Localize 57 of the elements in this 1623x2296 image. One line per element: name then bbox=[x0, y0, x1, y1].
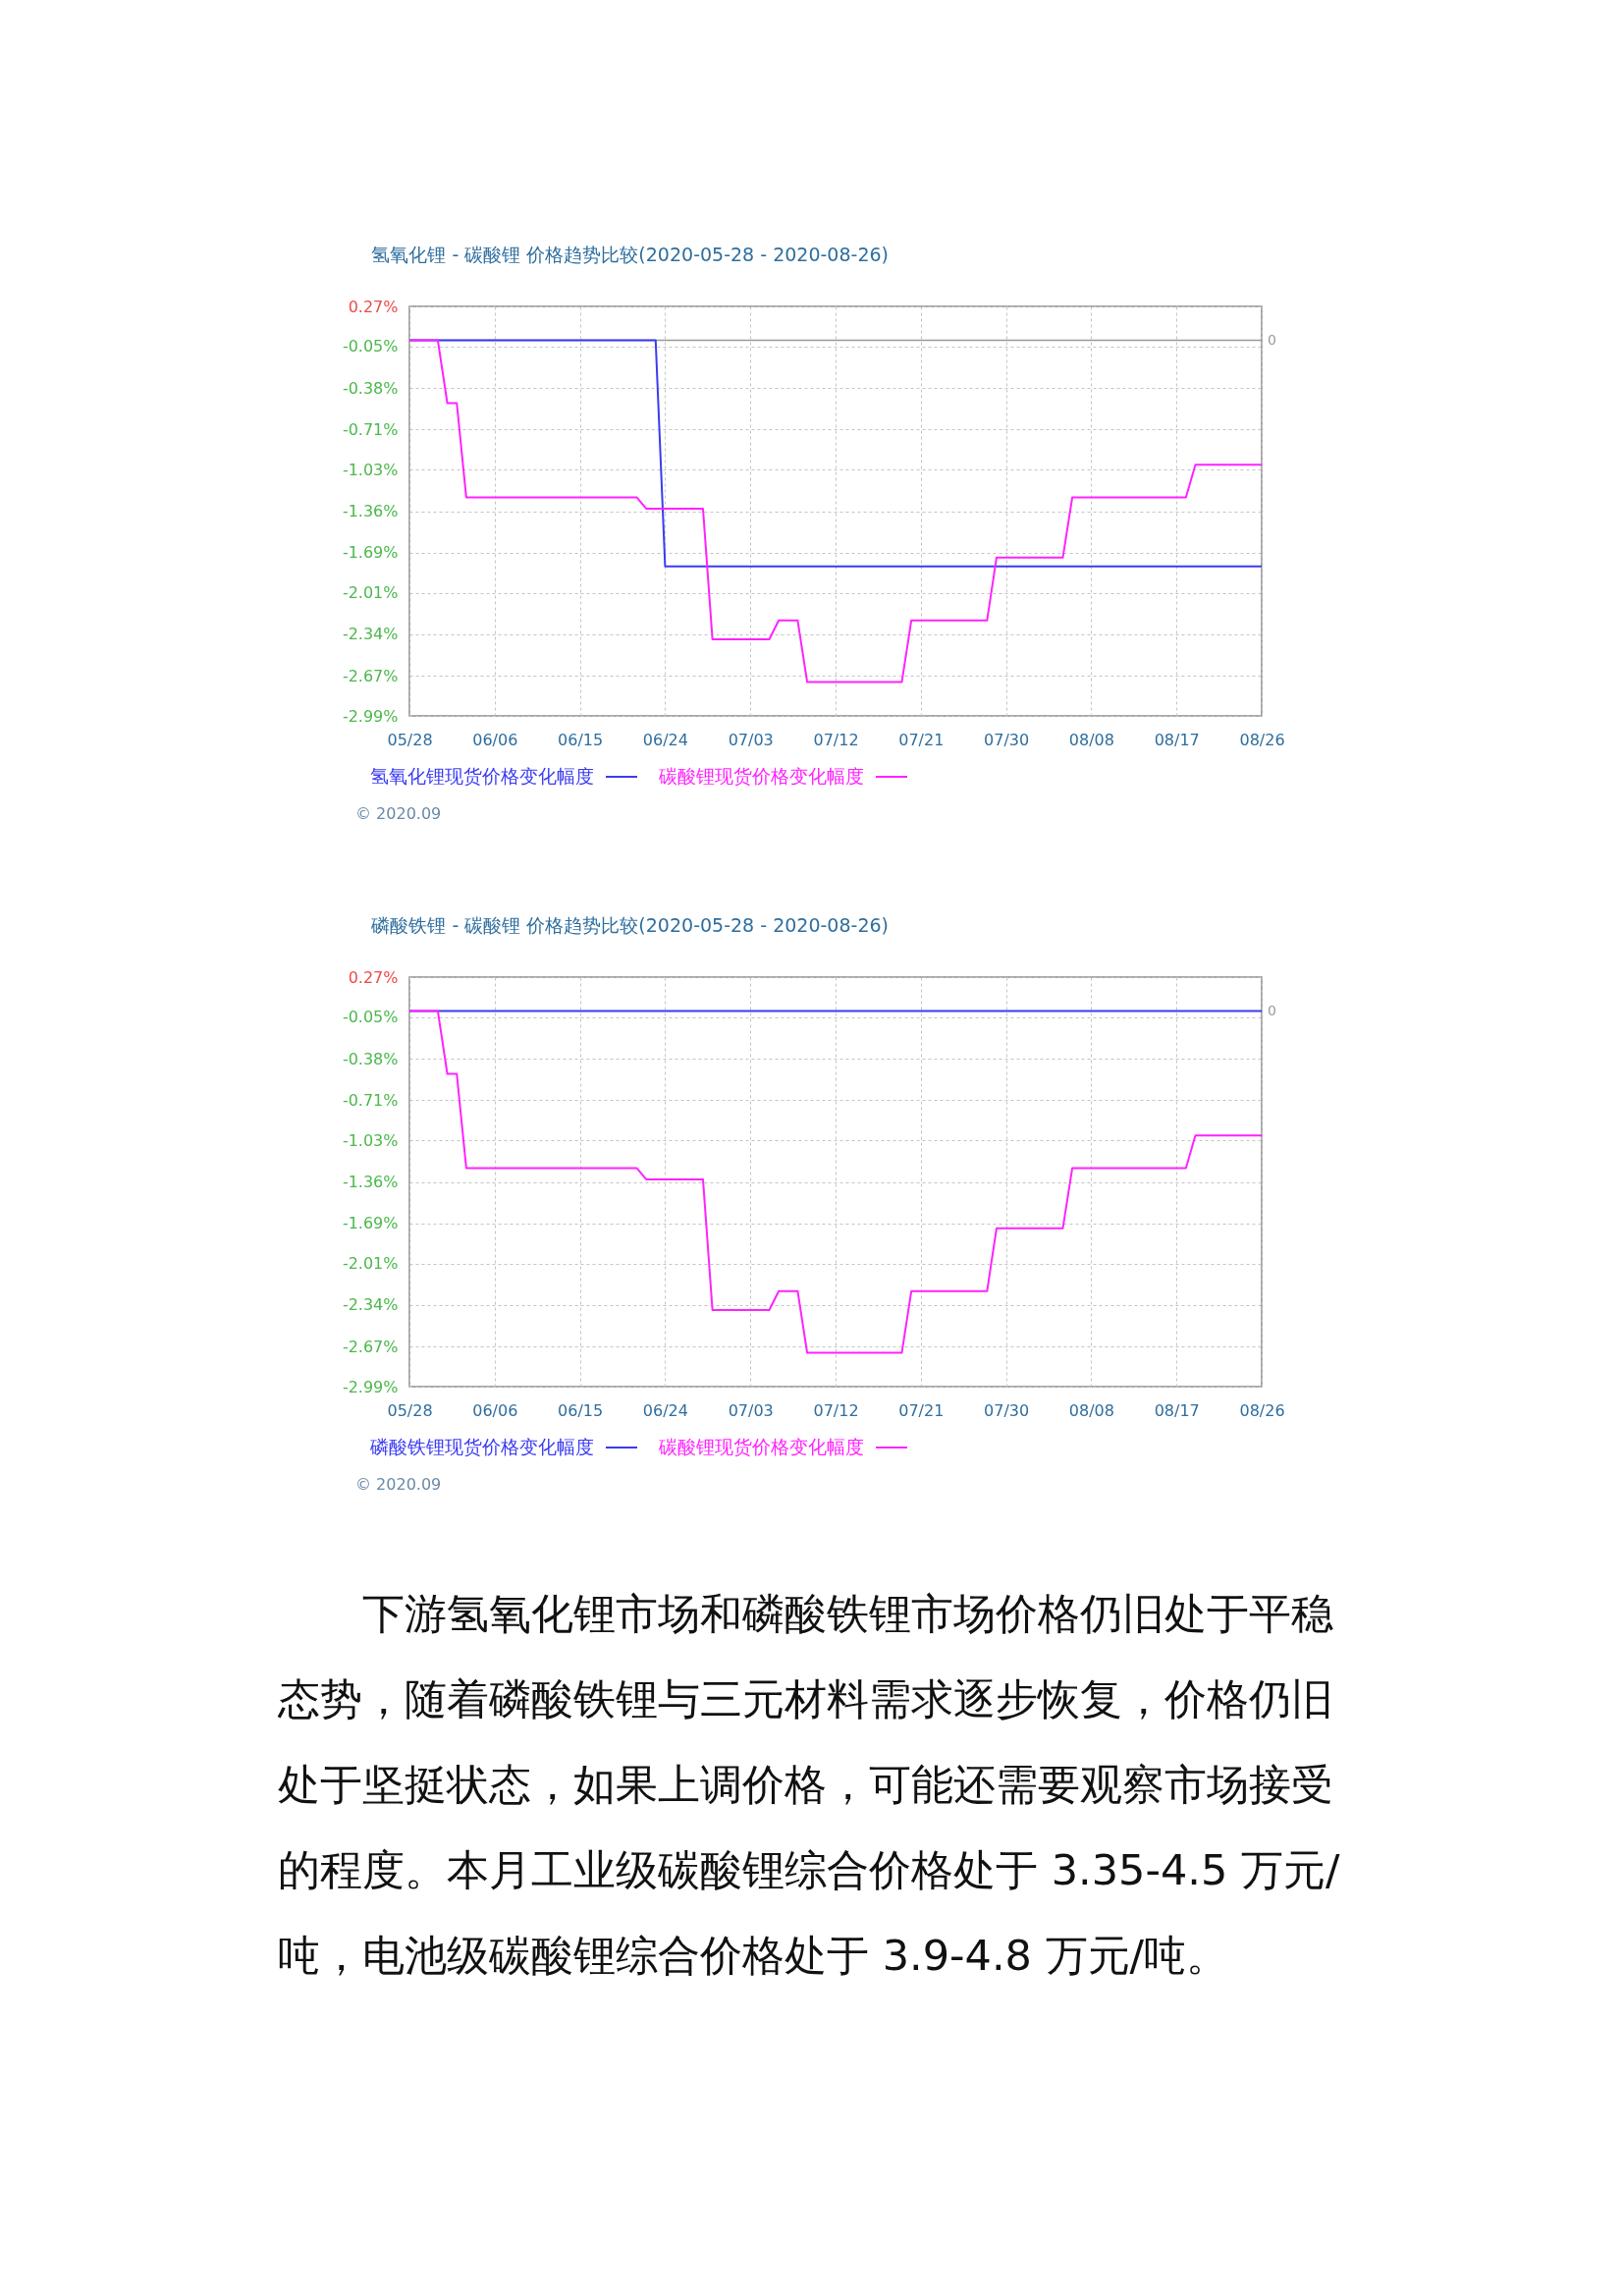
text: © 2020.09 bbox=[355, 804, 442, 823]
y-tick-label: -1.69% bbox=[342, 1214, 399, 1233]
y-tick-label: -2.67% bbox=[342, 666, 399, 685]
y-tick-label: -1.03% bbox=[342, 1130, 399, 1150]
y-tick-label: 0.27% bbox=[348, 297, 399, 316]
chart-title: 磷酸铁锂 - 碳酸锂 价格趋势比较(2020-05-28 - 2020-08-26) bbox=[370, 914, 889, 936]
y-tick-label: -1.03% bbox=[342, 460, 399, 479]
x-tick-label: 07/30 bbox=[984, 730, 1030, 749]
annotation: 0 bbox=[1268, 1002, 1276, 1018]
y-tick-label: 0.27% bbox=[348, 967, 399, 987]
legend-label: 碳酸锂现货价格变化幅度 bbox=[658, 765, 864, 787]
x-tick-label: 07/12 bbox=[813, 730, 859, 749]
x-tick-label: 08/17 bbox=[1154, 1400, 1200, 1420]
text: © 2020.09 bbox=[355, 1475, 442, 1494]
text: 下游氢氧化锂市场和磷酸铁锂市场价格仍旧处于平稳态势，随着磷酸铁锂与三元材料需求逐步恢复，价格仍旧处于坚挺状态，如果上调价格，可能还需要观察市场接受的程度。本月工业级碳酸锂综合价格处于 3.35-4.5 万元/吨，电池级碳酸锂综合价格处于 3.9-4.8 万元/吨。 bbox=[277, 1589, 1340, 1980]
x-tick-label: 07/30 bbox=[984, 1400, 1030, 1420]
y-tick-label: -2.99% bbox=[342, 706, 399, 726]
y-tick-label: -2.34% bbox=[342, 625, 399, 644]
x-tick-label: 08/26 bbox=[1239, 730, 1285, 749]
y-tick-label: -1.36% bbox=[342, 1173, 399, 1191]
line-series bbox=[409, 1010, 1262, 1354]
legend-label: 磷酸铁锂现货价格变化幅度 bbox=[369, 1436, 594, 1457]
x-tick-label: 06/24 bbox=[642, 1400, 688, 1420]
y-tick-label: -2.01% bbox=[342, 583, 399, 603]
y-tick-label: -2.01% bbox=[342, 1254, 399, 1274]
y-tick-label: -1.69% bbox=[342, 543, 399, 563]
x-tick-label: 06/15 bbox=[558, 1400, 604, 1420]
legend-label: 碳酸锂现货价格变化幅度 bbox=[658, 1436, 864, 1457]
y-tick-label: -0.05% bbox=[342, 1008, 399, 1027]
x-tick-label: 07/21 bbox=[898, 730, 945, 749]
legend-label: 氢氧化锂现货价格变化幅度 bbox=[370, 765, 594, 787]
x-tick-label: 07/12 bbox=[813, 1400, 859, 1420]
y-tick-label: -2.67% bbox=[342, 1337, 399, 1356]
line-series bbox=[409, 339, 1262, 683]
x-tick-label: 07/03 bbox=[728, 1400, 774, 1420]
y-tick-label: -0.71% bbox=[342, 419, 399, 439]
y-tick-label: -2.34% bbox=[342, 1295, 399, 1315]
x-tick-label: 05/28 bbox=[387, 730, 433, 749]
ref-line-label: 0 bbox=[1268, 331, 1276, 348]
x-tick-label: 06/06 bbox=[472, 1400, 518, 1420]
y-tick-label: -0.38% bbox=[342, 1049, 399, 1068]
x-tick-label: 08/17 bbox=[1154, 730, 1200, 749]
y-tick-label: -0.71% bbox=[342, 1090, 399, 1110]
y-tick-label: -0.05% bbox=[342, 337, 399, 356]
x-tick-label: 06/06 bbox=[472, 730, 518, 749]
y-tick-label: -0.38% bbox=[342, 378, 399, 398]
x-tick-label: 07/21 bbox=[898, 1400, 945, 1420]
x-tick-label: 07/03 bbox=[728, 730, 774, 749]
x-tick-label: 08/08 bbox=[1068, 730, 1114, 749]
x-tick-label: 08/26 bbox=[1239, 1400, 1285, 1420]
x-tick-label: 06/15 bbox=[558, 730, 604, 749]
x-tick-label: 05/28 bbox=[387, 1400, 433, 1420]
y-tick-label: -2.99% bbox=[342, 1377, 399, 1396]
x-tick-label: 08/08 bbox=[1068, 1400, 1114, 1420]
y-tick-label: -1.36% bbox=[342, 502, 399, 520]
chart-title: 氢氧化锂 - 碳酸锂 价格趋势比较(2020-05-28 - 2020-08-26) bbox=[371, 244, 889, 265]
x-tick-label: 06/24 bbox=[642, 730, 688, 749]
